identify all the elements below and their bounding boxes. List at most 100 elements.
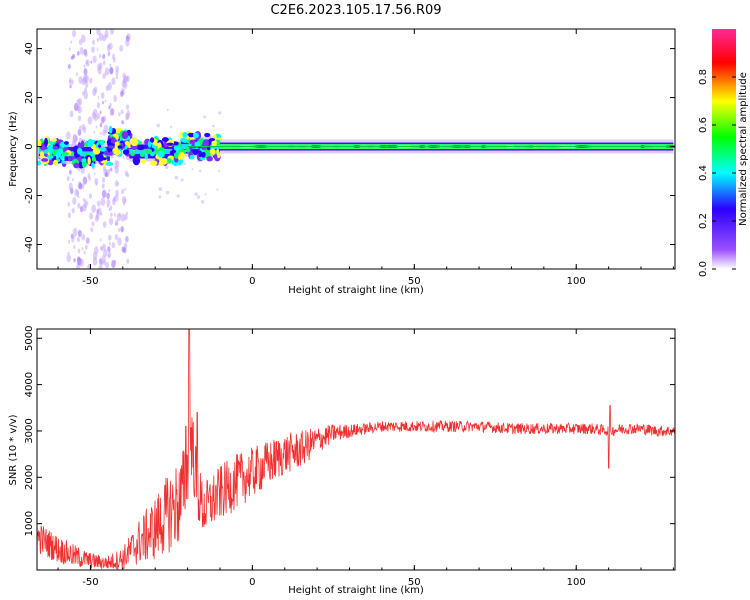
spectrogram-scatter-point xyxy=(125,38,130,47)
spectrogram-trace-blob xyxy=(149,137,155,143)
spectrogram-y-tick-label: -40 xyxy=(24,236,35,252)
spectrogram-trace-blob xyxy=(87,138,94,148)
spectrogram-scatter-point xyxy=(126,211,129,215)
spectrogram-x-tick-label: -50 xyxy=(82,276,98,287)
spectrogram-scatter-point xyxy=(96,37,99,43)
spectrogram-trace-blob xyxy=(37,160,41,166)
spectrogram-x-tick-label: 0 xyxy=(249,276,255,287)
spectrogram-scatter-point xyxy=(77,51,80,56)
spectrogram-scatter-point xyxy=(102,221,107,228)
spectrogram-scatter-point xyxy=(125,116,128,121)
spectrogram-trace-blob xyxy=(130,152,135,157)
spectrogram-scatter-point xyxy=(90,227,94,233)
spectrogram-scatter-point xyxy=(102,60,106,65)
spectrogram-scatter-point xyxy=(92,108,98,118)
spectrogram-scatter-point xyxy=(70,40,73,44)
spectrogram-trace-blob xyxy=(81,158,87,163)
spectrogram-trace-blob xyxy=(76,147,83,155)
spectrogram-scatter-point xyxy=(116,222,119,226)
spectrogram-scatter-point xyxy=(72,227,78,237)
spectrogram-scatter-point xyxy=(164,165,169,170)
spectrogram-scatter-point xyxy=(126,113,130,119)
spectrogram-y-tick-label: 20 xyxy=(24,91,35,104)
spectrogram-scatter-point xyxy=(77,115,82,122)
spectrogram-trace-blob xyxy=(46,154,54,159)
spectrogram-trace-blob xyxy=(140,158,147,164)
spectrogram-x-label: Height of straight line (km) xyxy=(288,285,424,296)
spectrogram-trace-blob xyxy=(55,151,59,160)
spectrogram-scatter-point xyxy=(96,214,100,220)
spectrogram-scatter-point xyxy=(87,116,93,125)
spectrogram-scatter-point xyxy=(85,59,90,67)
spectrogram-trace-blob xyxy=(53,159,58,166)
spectrogram-trace-blob xyxy=(147,140,152,148)
spectrogram-scatter-point xyxy=(198,169,202,173)
spectrogram-scatter-point xyxy=(93,86,98,94)
spectrogram-scatter-point xyxy=(106,192,110,200)
spectrogram-scatter-point xyxy=(74,106,77,110)
spectrogram-scatter-point xyxy=(68,47,71,51)
spectrogram-trace-blob xyxy=(64,141,69,145)
spectrogram-trace-blob xyxy=(47,145,54,154)
spectrogram-trace-blob xyxy=(213,134,217,139)
spectrogram-trace-blob xyxy=(144,148,153,155)
spectrogram-trace-blob xyxy=(100,139,104,146)
spectrogram-scatter-point xyxy=(110,108,115,116)
spectrogram-trace-blob xyxy=(52,145,59,150)
spectrogram-scatter-point xyxy=(97,96,100,100)
colorbar-ticks: 0.0 0.2 0.4 0.6 0.8 xyxy=(698,69,736,277)
spectrogram-scatter-point xyxy=(123,247,127,254)
spectrogram-scatter-point xyxy=(66,176,70,182)
spectrogram-y-tick-label: 0 xyxy=(24,143,35,149)
spectrogram-trace-blob xyxy=(181,138,189,143)
spectrogram-y-tick-label: -20 xyxy=(24,187,35,203)
spectrogram-trace-blob xyxy=(189,154,195,160)
spectrogram-scatter-point xyxy=(110,167,113,172)
snr-panel: -50 0 50 100 1000 2000 3000 4000 5000 Height of… xyxy=(8,326,676,596)
spectrogram-scatter-point xyxy=(82,176,88,185)
spectrogram-scatter-point xyxy=(116,213,122,222)
spectrogram-scatter-point xyxy=(90,60,93,64)
spectrogram-scatter-point xyxy=(117,237,122,246)
spectrogram-scatter-point xyxy=(95,125,98,129)
spectrogram-scatter-point xyxy=(114,165,119,174)
spectrogram-scatter-point xyxy=(108,207,111,211)
spectrogram-scatter-point xyxy=(108,168,111,172)
spectrogram-scatter-point xyxy=(71,207,75,214)
spectrogram-scatter-point xyxy=(102,177,106,183)
spectrogram-scatter-point xyxy=(204,193,207,196)
spectrogram-scatter-point xyxy=(94,246,99,255)
spectrogram-scatter-point xyxy=(95,182,98,186)
spectrogram-scatter-point xyxy=(122,156,125,160)
spectrogram-trace-blob xyxy=(206,156,213,162)
spectrogram-trace-blob xyxy=(80,140,85,149)
spectrogram-scatter-point xyxy=(93,130,96,134)
spectrogram-scatter-point xyxy=(96,102,101,109)
spectrogram-scatter-point xyxy=(89,77,93,84)
spectrogram-scatter-point xyxy=(102,53,106,60)
spectrogram-scatter-point xyxy=(84,87,88,93)
spectrogram-trace-core xyxy=(109,139,130,145)
spectrogram-scatter-point xyxy=(194,192,198,196)
spectrogram-scatter-point xyxy=(67,251,70,255)
spectrogram-scatter-point xyxy=(126,258,130,264)
spectrogram-trace-blob xyxy=(109,151,114,156)
spectrogram-scatter-point xyxy=(71,237,75,243)
spectrogram-trace-blob xyxy=(115,135,119,140)
spectrogram-scatter-point xyxy=(114,159,118,167)
spectrogram-scatter-point xyxy=(69,84,72,89)
spectrogram-scatter-point xyxy=(104,171,108,178)
spectrogram-trace-blob xyxy=(108,125,113,134)
spectrogram-x-tick-label: 100 xyxy=(567,276,586,287)
spectrogram-scatter-point xyxy=(79,47,84,55)
spectrogram-scatter-point xyxy=(81,247,84,251)
spectrogram-trace-blob xyxy=(130,139,139,147)
spectrogram-scatter-point xyxy=(98,33,104,42)
spectrogram-scatter-point xyxy=(67,212,71,219)
spectrogram-trace-blob xyxy=(198,150,203,158)
spectrogram-scatter-point xyxy=(103,260,106,266)
colorbar-tick-label: 0.6 xyxy=(698,117,709,133)
spectrogram-scatter-point xyxy=(112,197,116,202)
spectrogram-scatter-point xyxy=(109,66,114,75)
spectrogram-scatter-point xyxy=(118,112,121,117)
